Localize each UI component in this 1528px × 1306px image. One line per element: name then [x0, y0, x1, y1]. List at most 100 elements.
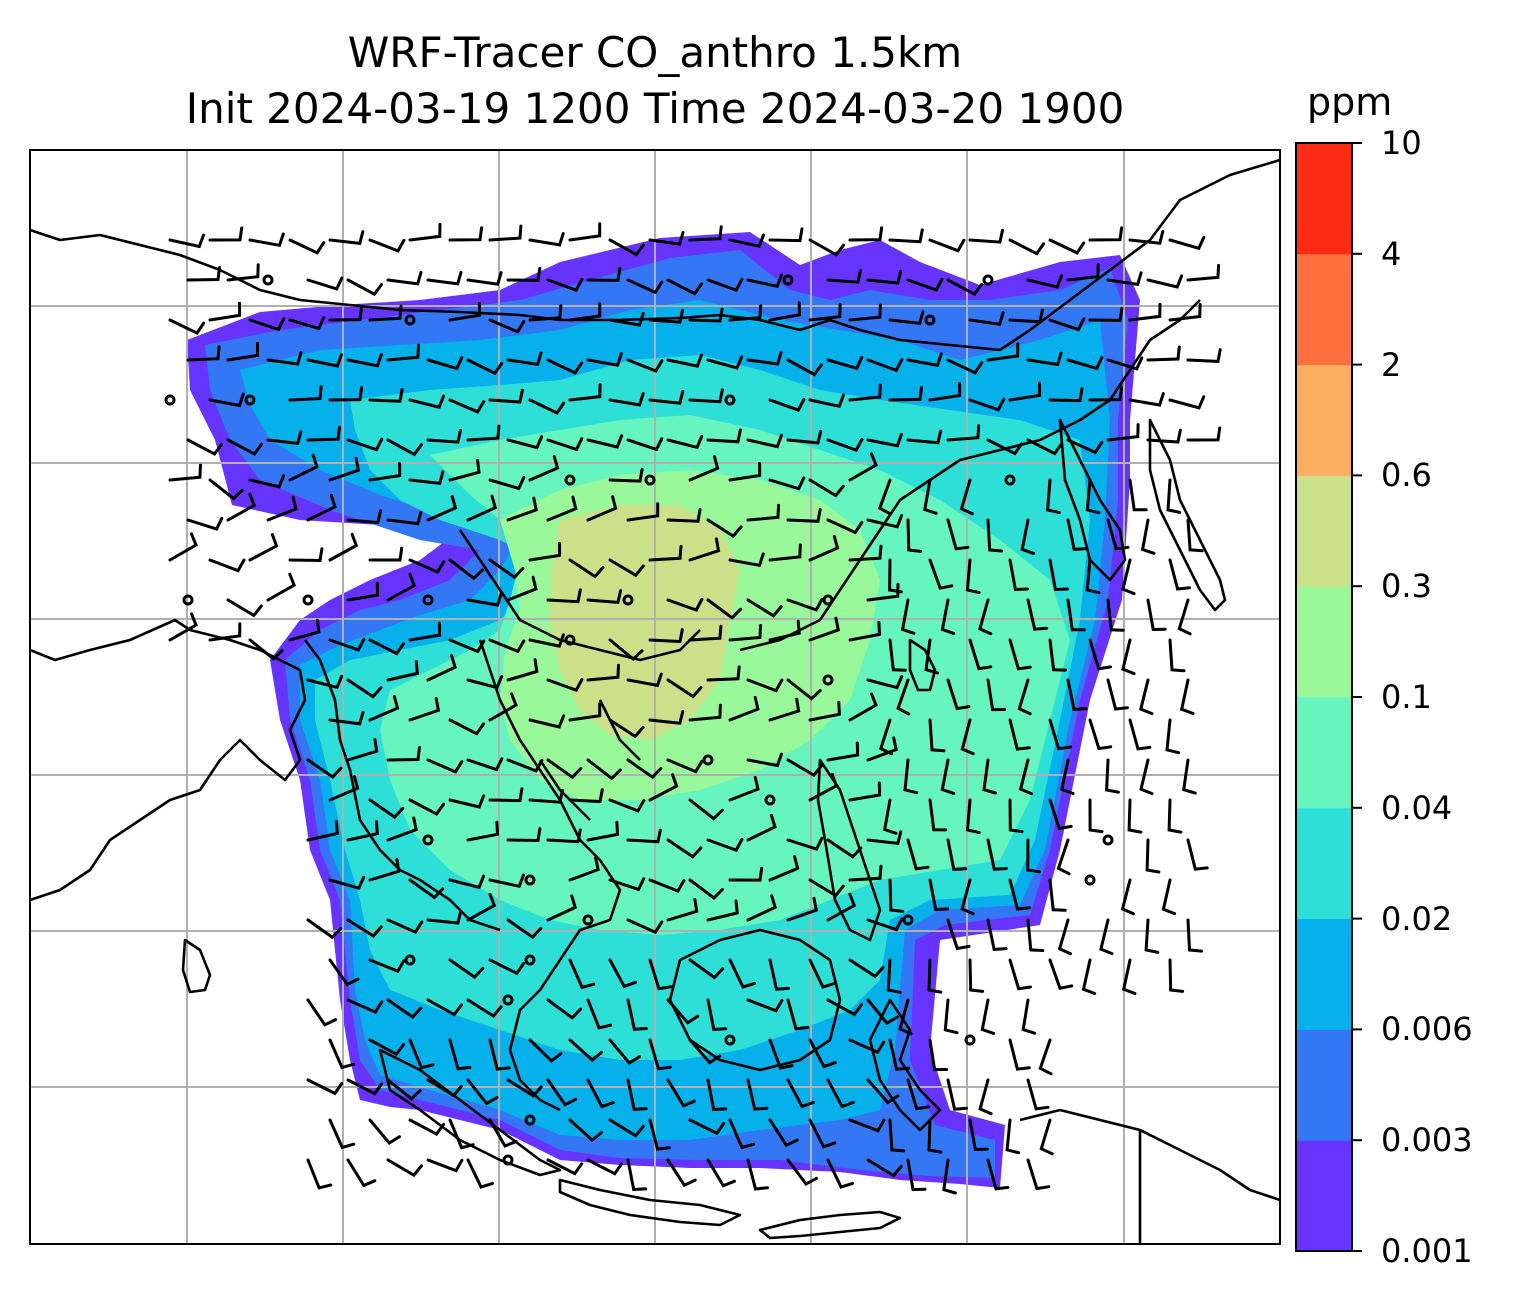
- wind-barb: [1008, 308, 1044, 324]
- colorbar-segment: [1296, 586, 1352, 698]
- wind-barb: [466, 998, 503, 1018]
- wind-barb: [546, 437, 584, 452]
- wind-barb: [266, 572, 296, 602]
- wind-barb: [666, 678, 703, 699]
- wind-barb: [506, 266, 542, 282]
- wind-barb: [666, 597, 704, 612]
- wind-barb: [1177, 598, 1192, 636]
- colorbar-frame: [1295, 142, 1353, 1252]
- wind-barb: [288, 316, 326, 331]
- wind-barb: [506, 758, 544, 773]
- wind-barb: [768, 398, 806, 412]
- wind-barb: [768, 543, 802, 562]
- wind-barb-calm: [422, 834, 434, 846]
- map-title-line-1: WRF-Tracer CO_anthro 1.5km: [347, 28, 963, 77]
- wind-barb: [248, 533, 279, 562]
- wind-barb: [866, 1158, 903, 1178]
- wind-barb: [946, 278, 984, 297]
- wind-barb: [1186, 426, 1222, 442]
- wind-barb: [923, 478, 938, 515]
- wind-barb: [928, 382, 962, 402]
- wind-barb: [528, 541, 562, 562]
- wind-barb: [488, 1118, 518, 1148]
- wind-barb: [168, 612, 198, 642]
- coastline-srilanka: [181, 938, 212, 994]
- wind-barb: [940, 758, 956, 795]
- wind-barb: [368, 546, 404, 562]
- wind-barb: [768, 697, 801, 722]
- wind-barb: [306, 276, 344, 291]
- wind-barb-calm: [524, 1114, 536, 1126]
- wind-barb: [626, 828, 662, 844]
- wind-barb: [466, 1078, 499, 1106]
- wind-barb: [768, 1038, 794, 1070]
- wind-barb: [1039, 1118, 1054, 1156]
- wind-barb: [808, 700, 841, 722]
- wind-barb: [408, 878, 445, 900]
- wind-barb: [408, 1038, 435, 1070]
- wind-barb: [648, 1118, 671, 1151]
- wind-barb: [666, 998, 700, 1025]
- wind-barb: [528, 398, 566, 415]
- wind-barb: [1139, 678, 1154, 716]
- wind-barb-calm: [1102, 834, 1114, 846]
- wind-barb: [965, 798, 981, 835]
- coastline-indochina: [478, 639, 622, 1112]
- wind-barb-calm: [422, 594, 434, 606]
- wind-barb: [968, 228, 1004, 244]
- wind-barb: [328, 230, 365, 246]
- wind-barb: [528, 455, 560, 482]
- wind-barb: [808, 303, 842, 322]
- wind-barb: [728, 624, 763, 642]
- wind-barb: [426, 758, 464, 774]
- wind-barb: [626, 278, 664, 295]
- wind-barb: [546, 588, 582, 604]
- wind-barb: [1026, 274, 1064, 289]
- wind-barb: [328, 386, 364, 402]
- wind-barb: [1106, 356, 1144, 371]
- wind-barb: [946, 918, 971, 951]
- wind-barb: [368, 238, 406, 253]
- wind-barb: [808, 1038, 837, 1069]
- wind-barb: [1048, 238, 1086, 255]
- wind-barb: [1145, 838, 1161, 874]
- wind-barb: [706, 518, 743, 539]
- wind-barb: [186, 345, 221, 362]
- wind-barb-calm: [302, 594, 314, 606]
- coastline-japan: [1148, 418, 1227, 612]
- wind-barb: [826, 518, 864, 535]
- wind-barb: [866, 582, 900, 602]
- wind-barb: [346, 820, 379, 842]
- wind-barb: [1186, 518, 1204, 553]
- wind-barb: [266, 350, 303, 366]
- wind-barb-calm: [622, 594, 634, 606]
- wind-barb: [808, 478, 845, 498]
- coastline-taiwan: [908, 638, 937, 692]
- wind-barb: [546, 828, 582, 844]
- wind-barb: [928, 798, 948, 832]
- map-title-line-2: Init 2024-03-19 1200 Time 2024-03-20 190…: [185, 84, 1125, 133]
- wind-barb: [208, 622, 242, 642]
- wind-barb: [346, 998, 384, 1014]
- wind-barb: [1088, 718, 1113, 751]
- wind-barb: [528, 633, 565, 648]
- wind-barb-calm: [764, 794, 776, 806]
- wind-barb-calm: [702, 754, 714, 766]
- wind-barb: [728, 552, 765, 568]
- wind-barb: [746, 433, 783, 449]
- wind-barb: [426, 1158, 464, 1173]
- wind-barb: [1088, 307, 1124, 322]
- wind-barb: [426, 654, 457, 682]
- wind-barb: [768, 227, 804, 243]
- wind-barb: [808, 878, 845, 898]
- wind-barb: [386, 660, 419, 682]
- wind-barb: [1186, 263, 1221, 282]
- wind-barb: [1008, 238, 1046, 256]
- wind-barb: [940, 598, 956, 635]
- wind-barb-calm: [782, 274, 794, 286]
- wind-barb: [1066, 518, 1088, 551]
- wind-barb-calm: [524, 954, 536, 966]
- wind-barb: [586, 1078, 615, 1109]
- wind-barb: [786, 1158, 818, 1186]
- coastline-asia-north: [30, 158, 1280, 352]
